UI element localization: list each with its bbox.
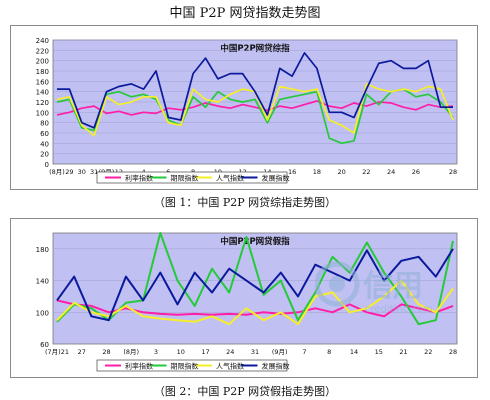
series-line <box>56 100 454 116</box>
page-title: 中国 P2P 网贷指数走势图 <box>169 6 321 21</box>
x-tick-label: (8月) <box>123 348 139 356</box>
series-line <box>57 52 453 129</box>
composite-index-chart: 中国P2P网贷综指 0 20 40 60 80 100 120 140 160 180 200 220 2… <box>11 26 477 189</box>
x-tick-label: 30 <box>78 168 86 176</box>
legend-label: 利率指数 <box>125 174 153 183</box>
y-tick-label: 200 <box>36 58 49 66</box>
legend-box <box>96 171 288 184</box>
legend-label: 期限指数 <box>171 174 199 183</box>
y-tick-label: 140 <box>36 278 49 286</box>
x-tick-label: 28 <box>102 348 110 356</box>
x-tick-label: 17 <box>201 348 209 356</box>
x-tick-label: 7 <box>302 348 306 356</box>
x-tick-label: 16 <box>288 168 296 176</box>
x-tick-label: 26 <box>412 168 420 176</box>
x-tick-label: (9月) <box>272 348 288 356</box>
y-tick-label: 120 <box>36 99 49 107</box>
x-tick-label: (7月)21 <box>45 348 69 356</box>
x-tick-label: 3 <box>154 348 158 356</box>
x-tick-label: 18 <box>313 168 321 176</box>
x-tick-label: 31 <box>251 348 259 356</box>
watermark-logo: 信用 creditinc.com <box>315 261 433 315</box>
y-tick-label: 240 <box>36 37 49 45</box>
chart-title: 中国P2P网贷综指 <box>220 43 290 54</box>
x-tick-label: 10 <box>177 348 185 356</box>
y-tick-label: 20 <box>40 151 49 159</box>
x-tick-label: 28 <box>449 168 457 176</box>
y-tick-label: 60 <box>40 341 49 349</box>
y-tick-label: 0 <box>45 161 49 169</box>
y-tick-label: 220 <box>36 47 49 55</box>
x-tick-label: 22 <box>424 348 432 356</box>
y-tick-label: 40 <box>40 140 49 148</box>
y-tick-label: 140 <box>36 89 49 97</box>
chart-title: 中国P2P网贷假指 <box>220 236 290 247</box>
x-tick-label: 14 <box>350 348 358 356</box>
figure-2-caption: （图 2：中国 P2P 网贷假指走势图） <box>153 385 337 398</box>
x-tick-label: 29 <box>65 168 73 176</box>
legend-label: 利率指数 <box>125 362 153 371</box>
y-tick-label: 100 <box>36 109 49 117</box>
legend-label: 人气指数 <box>216 174 244 183</box>
x-tick-label: 27 <box>78 348 86 356</box>
legend-label: 发展指数 <box>262 174 290 183</box>
fake-index-chart: 中国P2P网贷假指 60 100 140 180 (7月)21 27 28 (8月) 3 10 17 2… <box>11 219 477 377</box>
legend-label: 期限指数 <box>171 362 199 371</box>
x-tick-label: 24 <box>387 168 395 176</box>
x-tick-label: 22 <box>362 168 370 176</box>
y-tick-label: 100 <box>36 309 49 317</box>
chart-panel-fake-index: 中国P2P网贷假指 60 100 140 180 (7月)21 27 28 (8月) 3 10 17 2… <box>10 218 478 378</box>
x-tick-label: 21 <box>399 348 407 356</box>
series-line <box>56 279 454 326</box>
x-tick-label: 28 <box>449 348 457 356</box>
y-tick-label: 60 <box>40 130 49 138</box>
y-tick-label: 180 <box>36 68 49 76</box>
legend-label: 人气指数 <box>216 362 244 371</box>
chart-panel-composite-index: 中国P2P网贷综指 0 20 40 60 80 100 120 140 160 180 200 220 2… <box>10 25 478 190</box>
figure-1-caption: （图 1：中国 P2P 网贷综指走势图） <box>153 196 337 209</box>
y-tick-label: 180 <box>36 246 49 254</box>
x-tick-label: 24 <box>226 348 234 356</box>
x-tick-label: 8 <box>327 348 331 356</box>
series-line <box>56 88 454 145</box>
x-tick-label: 20 <box>337 168 345 176</box>
x-tick-label: (8月) <box>49 168 65 176</box>
y-tick-label: 160 <box>36 78 49 86</box>
legend-label: 发展指数 <box>262 362 290 371</box>
y-tick-label: 80 <box>40 120 49 128</box>
x-tick-label: 31 <box>90 168 98 176</box>
legend-box <box>96 359 288 372</box>
x-tick-label: 15 <box>375 348 383 356</box>
svg-text:信用: 信用 <box>363 269 423 304</box>
svg-text:creditinc.com: creditinc.com <box>365 304 433 315</box>
series-line <box>56 248 454 322</box>
